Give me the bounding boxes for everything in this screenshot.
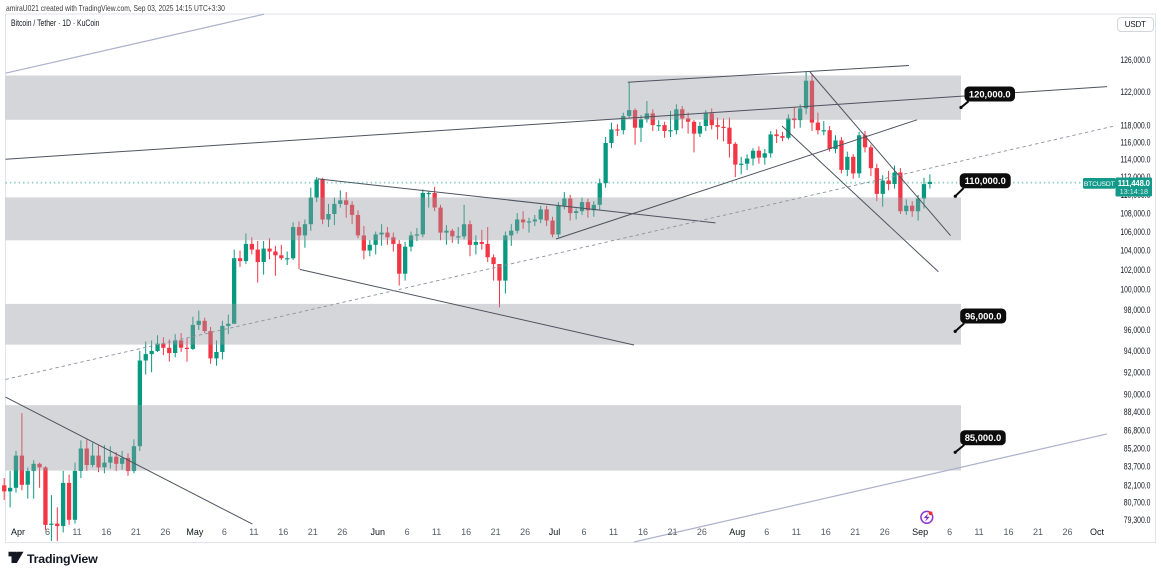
svg-text:96,000.0: 96,000.0	[1124, 325, 1151, 335]
svg-text:Jun: Jun	[370, 527, 385, 537]
svg-text:16: 16	[1003, 527, 1013, 537]
svg-text:6: 6	[764, 527, 769, 537]
svg-text:26: 26	[697, 527, 707, 537]
svg-text:11: 11	[974, 527, 983, 537]
svg-text:120,000.0: 120,000.0	[969, 88, 1011, 99]
svg-text:Apr: Apr	[11, 527, 25, 537]
svg-text:11: 11	[609, 527, 618, 537]
svg-text:116,000.0: 116,000.0	[1120, 137, 1150, 147]
svg-text:26: 26	[1062, 527, 1072, 537]
svg-text:Oct: Oct	[1090, 527, 1105, 537]
svg-text:16: 16	[101, 527, 111, 537]
svg-text:80,700.0: 80,700.0	[1124, 498, 1151, 508]
svg-text:11: 11	[72, 527, 81, 537]
svg-text:Jul: Jul	[549, 527, 561, 537]
svg-text:118,000.0: 118,000.0	[1120, 120, 1150, 130]
svg-text:6: 6	[581, 527, 586, 537]
svg-text:94,000.0: 94,000.0	[1124, 346, 1151, 356]
svg-text:21: 21	[491, 527, 501, 537]
svg-text:79,300.0: 79,300.0	[1124, 515, 1151, 525]
svg-text:21: 21	[308, 527, 318, 537]
svg-text:Aug: Aug	[729, 527, 745, 537]
svg-text:90,000.0: 90,000.0	[1124, 389, 1151, 399]
svg-text:106,000.0: 106,000.0	[1120, 227, 1150, 237]
svg-text:21: 21	[1033, 527, 1043, 537]
svg-text:96,000.0: 96,000.0	[965, 310, 1002, 321]
svg-text:126,000.0: 126,000.0	[1120, 55, 1150, 65]
svg-text:16: 16	[821, 527, 831, 537]
svg-text:6: 6	[222, 527, 227, 537]
svg-text:85,200.0: 85,200.0	[1124, 444, 1151, 454]
svg-text:104,000.0: 104,000.0	[1120, 246, 1150, 256]
svg-text:86,800.0: 86,800.0	[1124, 425, 1151, 435]
svg-text:11: 11	[432, 527, 441, 537]
svg-text:TradingView: TradingView	[27, 552, 98, 566]
svg-text:26: 26	[160, 527, 170, 537]
svg-text:111,448.0: 111,448.0	[1118, 179, 1151, 188]
svg-text:16: 16	[461, 527, 471, 537]
svg-text:110,000.0: 110,000.0	[965, 175, 1006, 186]
svg-text:98,000.0: 98,000.0	[1124, 305, 1151, 315]
svg-text:102,000.0: 102,000.0	[1120, 265, 1150, 275]
svg-text:112,000.0: 112,000.0	[1120, 172, 1150, 182]
svg-text:122,000.0: 122,000.0	[1120, 87, 1150, 97]
svg-text:BTCUSDT: BTCUSDT	[1084, 181, 1115, 188]
svg-text:82,100.0: 82,100.0	[1124, 481, 1151, 491]
svg-text:26: 26	[520, 527, 530, 537]
svg-text:114,000.0: 114,000.0	[1120, 155, 1150, 165]
svg-text:85,000.0: 85,000.0	[965, 432, 1002, 443]
svg-text:16: 16	[278, 527, 288, 537]
svg-text:83,700.0: 83,700.0	[1124, 461, 1151, 471]
svg-text:11: 11	[792, 527, 801, 537]
svg-text:21: 21	[667, 527, 677, 537]
svg-text:88,400.0: 88,400.0	[1124, 407, 1151, 417]
svg-text:13:14:18: 13:14:18	[1120, 187, 1148, 196]
svg-text:6: 6	[45, 527, 50, 537]
svg-text:6: 6	[947, 527, 952, 537]
svg-text:Sep: Sep	[912, 527, 928, 537]
svg-text:16: 16	[638, 527, 648, 537]
svg-text:92,000.0: 92,000.0	[1124, 368, 1151, 378]
svg-text:26: 26	[337, 527, 347, 537]
svg-text:6: 6	[405, 527, 410, 537]
svg-text:11: 11	[249, 527, 258, 537]
svg-text:100,000.0: 100,000.0	[1120, 285, 1150, 295]
svg-text:21: 21	[850, 527, 860, 537]
svg-text:26: 26	[880, 527, 890, 537]
svg-text:108,000.0: 108,000.0	[1120, 208, 1150, 218]
svg-text:21: 21	[131, 527, 141, 537]
svg-text:May: May	[186, 527, 204, 537]
